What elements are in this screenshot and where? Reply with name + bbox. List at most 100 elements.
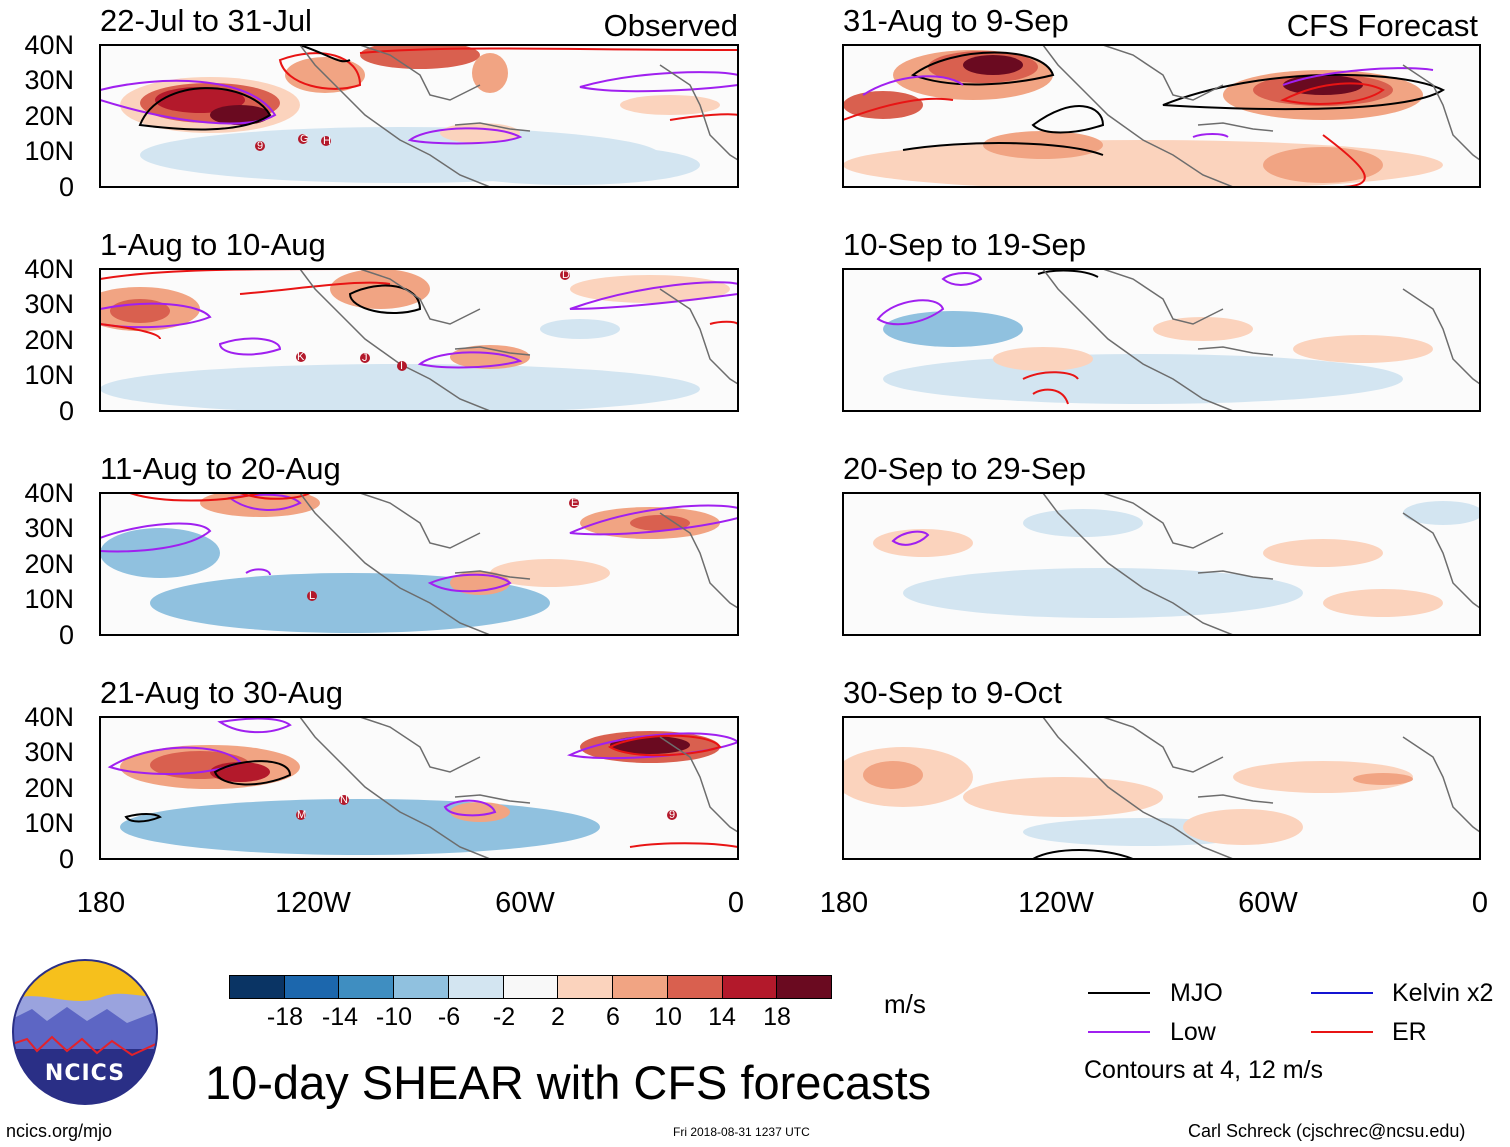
y-label: 40N	[24, 254, 74, 284]
colorbar-label: -14	[321, 1003, 359, 1031]
storm-label: E	[571, 497, 579, 509]
shear-shading	[843, 747, 1413, 846]
panel-title-5: 11-Aug to 20-Aug	[100, 451, 341, 486]
panel-title-7: 21-Aug to 30-Aug	[100, 675, 344, 710]
legend-label-kelvin: Kelvin x2	[1392, 979, 1494, 1007]
main-title: 10-day SHEAR with CFS forecasts	[205, 1056, 932, 1109]
footer-timestamp: Fri 2018-08-31 1237 UTC	[673, 1125, 810, 1139]
storm-markers	[296, 270, 570, 371]
colorbar-label: -10	[375, 1003, 413, 1031]
y-label: 40N	[24, 702, 74, 732]
storm-label: G	[300, 133, 309, 145]
footer-author: Carl Schreck (cjschrec@ncsu.edu)	[1188, 1121, 1466, 1141]
legend-note: Contours at 4, 12 m/s	[1084, 1056, 1324, 1084]
map-panel-2	[843, 45, 1480, 187]
panel-title-2: 31-Aug to 9-Sep	[843, 3, 1069, 38]
storm-label: I	[400, 360, 404, 372]
logo-text: NCICS	[44, 1061, 126, 1086]
x-label: 0	[1471, 887, 1489, 919]
contours	[100, 45, 738, 145]
coastlines	[1042, 45, 1480, 187]
contours	[1032, 849, 1134, 859]
coastlines	[299, 269, 738, 411]
coastlines	[299, 45, 738, 187]
y-label: 0	[58, 396, 74, 426]
map-panel-1	[100, 45, 738, 187]
column-title-observed: Observed	[603, 8, 738, 43]
map-panel-5	[100, 493, 738, 635]
shear-shading	[873, 501, 1480, 618]
storm-label: D	[562, 269, 570, 281]
colorbar-swatch	[613, 976, 668, 998]
colorbar-units: m/s	[884, 989, 926, 1019]
y-label: 30N	[24, 737, 74, 767]
storm-label: J	[362, 352, 368, 364]
colorbar-swatch	[777, 976, 832, 998]
storm-markers	[255, 134, 331, 151]
colorbar-label: 14	[708, 1003, 736, 1031]
x-label: 60W	[495, 887, 555, 919]
y-label: 30N	[24, 65, 74, 95]
storm-label: 9	[669, 809, 676, 821]
storm-markers	[296, 795, 677, 820]
colorbar-label: 10	[654, 1003, 682, 1031]
legend-line-kelvin	[1311, 992, 1373, 994]
coastlines	[1042, 269, 1480, 411]
y-label: 40N	[24, 478, 74, 508]
colorbar-swatch	[667, 976, 723, 998]
storm-label: M	[297, 809, 307, 821]
y-label: 30N	[24, 289, 74, 319]
legend-line-er	[1311, 1031, 1373, 1033]
contours	[891, 530, 930, 546]
x-label: 60W	[1238, 887, 1298, 919]
map-panel-3	[100, 269, 738, 411]
x-label: 180	[819, 887, 869, 919]
colorbar-label: -18	[266, 1003, 304, 1031]
map-panel-4	[843, 269, 1480, 411]
colorbar-label: 18	[763, 1003, 791, 1031]
colorbar-swatch	[394, 976, 449, 998]
y-label: 0	[58, 844, 74, 874]
y-label: 30N	[24, 513, 74, 543]
map-panel-8	[843, 717, 1480, 859]
panel-title-3: 1-Aug to 10-Aug	[100, 227, 326, 262]
coastlines	[299, 493, 738, 635]
colorbar	[229, 975, 832, 999]
colorbar-swatch	[722, 976, 778, 998]
colorbar-label: 6	[606, 1003, 620, 1031]
shear-shading	[843, 50, 1443, 187]
panel-title-6: 20-Sep to 29-Sep	[843, 451, 1087, 486]
storm-label: L	[309, 590, 316, 602]
contours	[107, 717, 738, 848]
panel-title-8: 30-Sep to 9-Oct	[843, 675, 1062, 710]
footer-url[interactable]: ncics.org/mjo	[6, 1121, 113, 1141]
y-label: 40N	[24, 30, 74, 60]
ncics-logo: NCICS	[12, 959, 158, 1105]
colorbar-label: 2	[551, 1003, 565, 1031]
contours	[876, 269, 1099, 405]
shear-shading	[100, 493, 720, 633]
colorbar-swatch	[448, 976, 504, 998]
colorbar-label: -6	[437, 1003, 461, 1031]
storm-markers	[307, 498, 579, 601]
legend-label-mjo: MJO	[1170, 979, 1223, 1007]
y-label: 0	[58, 620, 74, 650]
colorbar-swatch	[230, 976, 285, 998]
shear-shading	[120, 731, 720, 855]
y-label: 20N	[24, 549, 74, 579]
colorbar-swatch	[339, 976, 395, 998]
y-label: 10N	[24, 360, 74, 390]
legend-line-mjo	[1088, 992, 1150, 994]
coastlines	[1042, 717, 1480, 859]
legend-line-low	[1088, 1031, 1150, 1033]
storm-label: N	[340, 794, 348, 806]
shear-shading	[120, 45, 720, 185]
x-label: 120W	[1018, 887, 1094, 919]
colorbar-swatch	[503, 976, 559, 998]
colorbar-swatch	[284, 976, 340, 998]
map-panel-6	[843, 493, 1480, 635]
colorbar-swatch	[558, 976, 614, 998]
x-label: 0	[727, 887, 745, 919]
colorbar-label: -2	[492, 1003, 516, 1031]
legend-label-er: ER	[1392, 1018, 1427, 1046]
